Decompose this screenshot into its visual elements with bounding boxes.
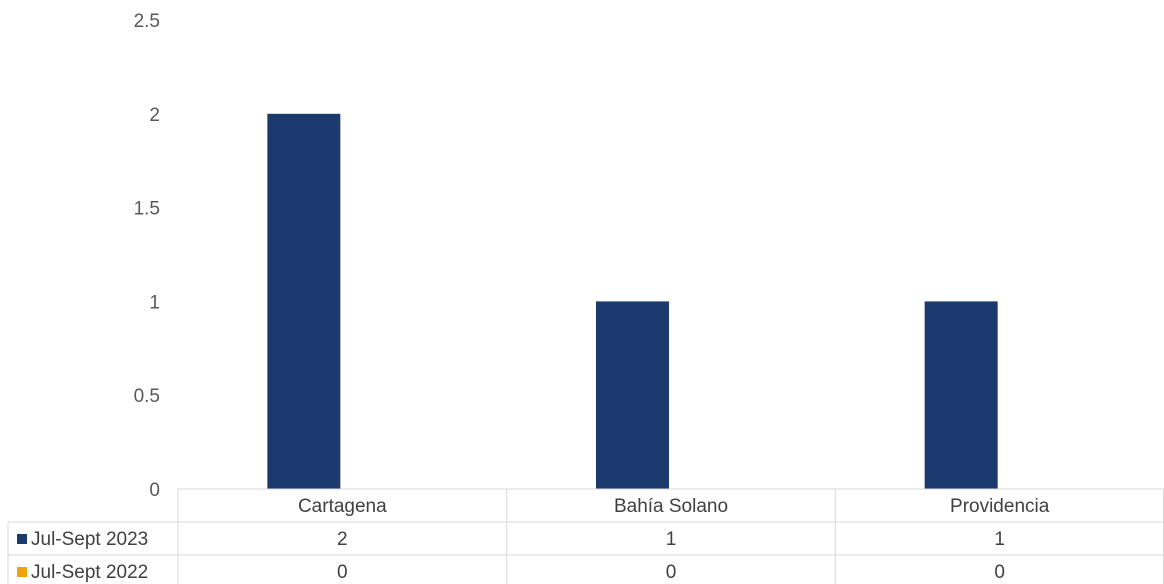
y-tick-label: 0 [149,480,160,501]
y-axis: 0 0.5 1 1.5 2 2.5 [134,11,160,501]
table-cell-value: 0 [994,562,1005,583]
bar-jul-sept-2023-0 [267,113,341,490]
y-tick-label: 0.5 [134,386,160,407]
category-label: Cartagena [298,496,387,517]
y-tick-label: 2 [149,105,160,126]
table-cell-value: 1 [666,529,677,550]
bars [267,113,998,490]
category-label: Bahía Solano [614,496,728,517]
legend-key [17,567,27,577]
legend-label: Jul-Sept 2023 [31,529,148,550]
category-label: Providencia [950,496,1050,517]
y-tick-label: 2.5 [134,11,160,32]
table-cell-value: 1 [994,529,1005,550]
legend-key [17,534,27,544]
table-cell-value: 0 [337,562,348,583]
bar-jul-sept-2023-2 [924,301,998,489]
table-cell-value: 0 [666,562,677,583]
bar-jul-sept-2023-1 [596,301,669,489]
table-cell-value: 2 [337,529,348,550]
y-tick-label: 1 [149,292,160,313]
data-table: Cartagena Bahía Solano Providencia Jul-Sept… [7,488,1164,584]
y-tick-label: 1.5 [134,199,160,220]
legend-label: Jul-Sept 2022 [31,562,148,583]
